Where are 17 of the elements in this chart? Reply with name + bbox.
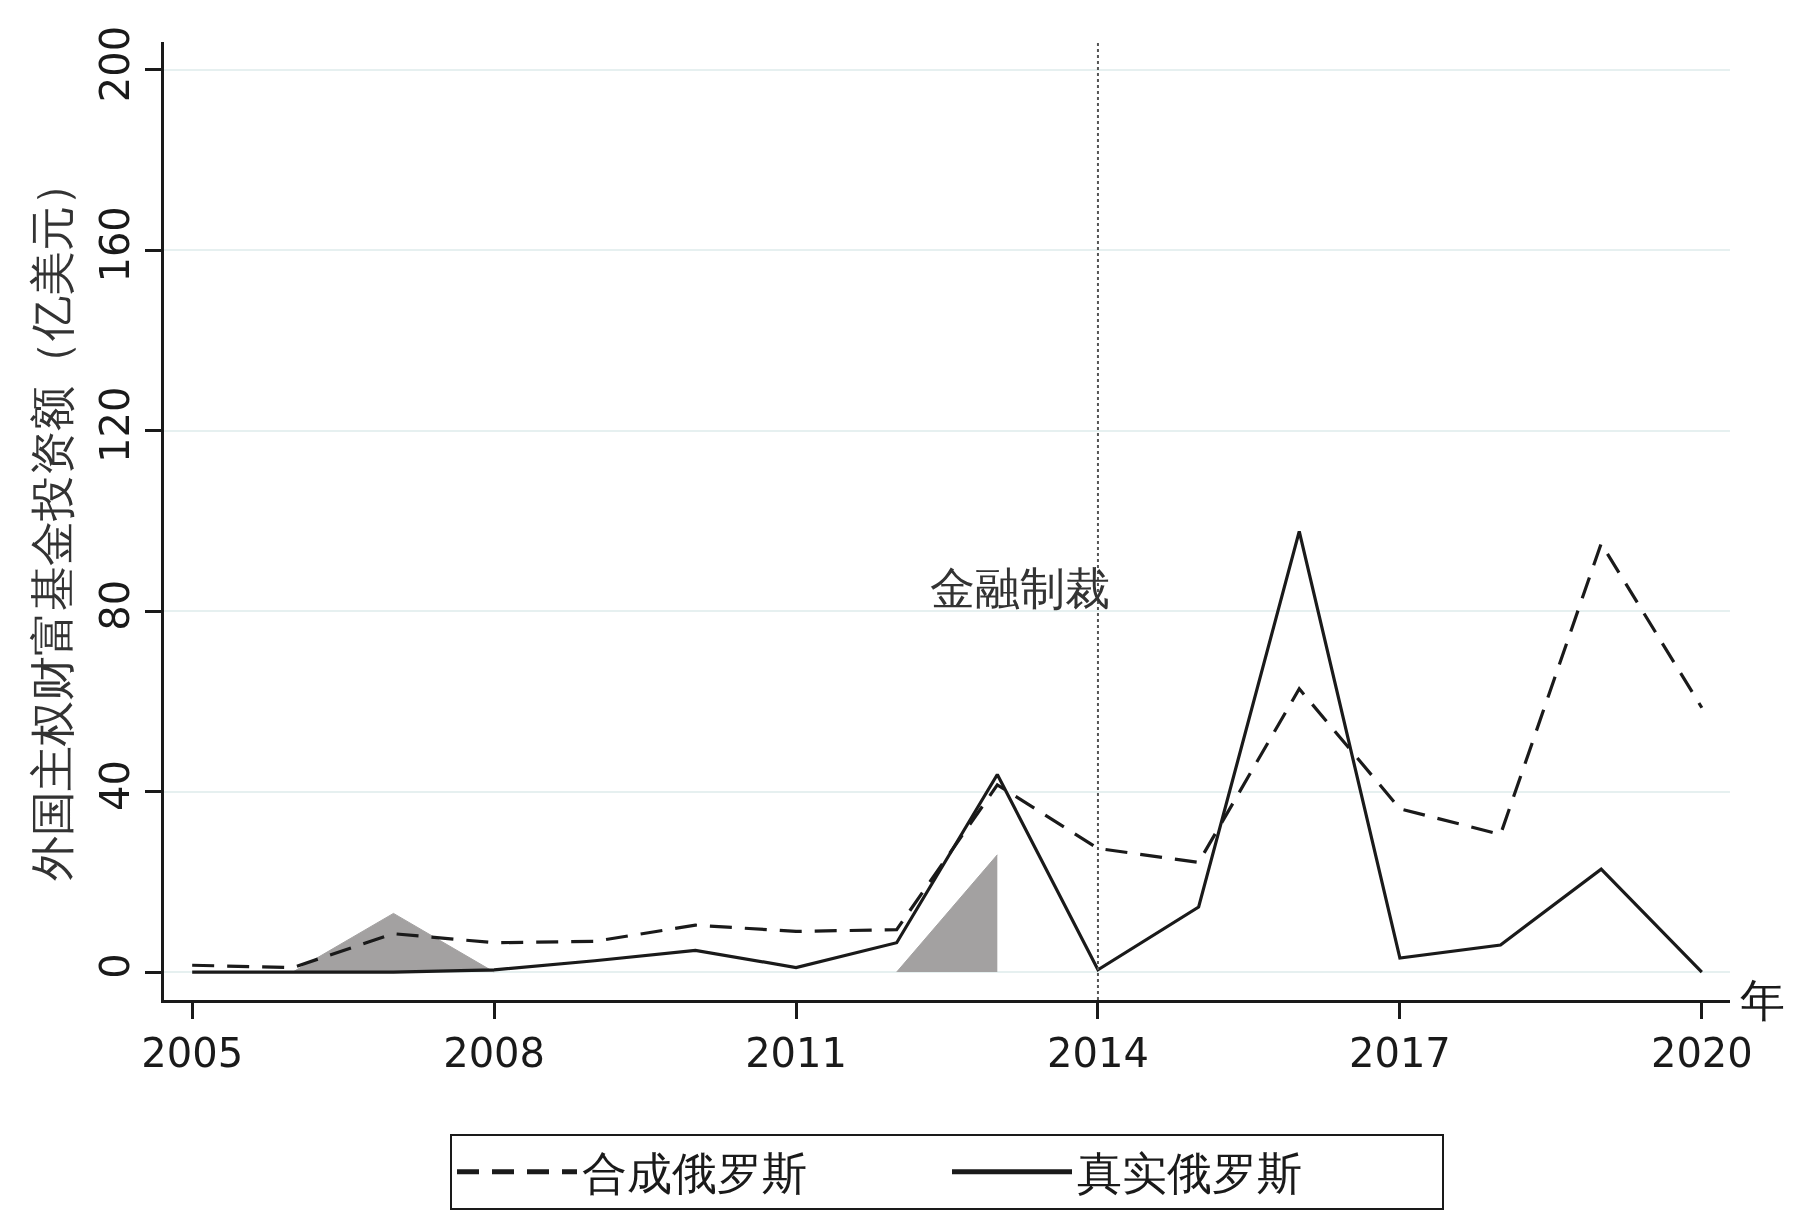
- y-axis-title: 外国主权财富基金投资额（亿美元）: [26, 161, 79, 881]
- y-tick-label: 120: [92, 386, 139, 463]
- x-tick-label: 2014: [1047, 1029, 1149, 1076]
- legend-label: 真实俄罗斯: [1077, 1147, 1302, 1201]
- y-tick-label: 200: [92, 25, 139, 103]
- x-tick-label: 2005: [141, 1029, 244, 1076]
- x-axis-title: 年: [1740, 974, 1785, 1027]
- x-tick-label: 2017: [1348, 1029, 1451, 1076]
- y-tick-label: 40: [92, 760, 139, 812]
- y-tick-label: 80: [92, 579, 139, 631]
- x-tick-label: 2020: [1650, 1029, 1753, 1076]
- legend-label: 合成俄罗斯: [582, 1147, 807, 1201]
- x-tick-label: 2008: [443, 1029, 546, 1076]
- y-tick-label: 160: [92, 206, 139, 283]
- y-tick-label: 0: [92, 953, 139, 979]
- x-tick-label: 2011: [745, 1029, 847, 1076]
- ref-line-label: 金融制裁: [930, 562, 1110, 615]
